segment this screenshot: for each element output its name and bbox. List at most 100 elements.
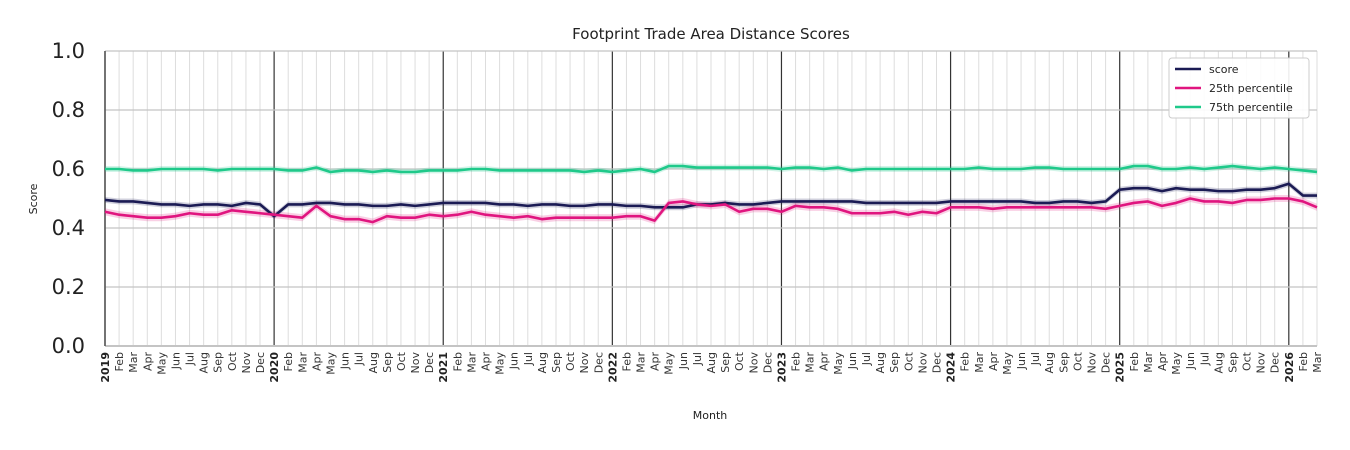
x-tick-month: Sep bbox=[1226, 352, 1239, 373]
x-tick-month: Aug bbox=[367, 352, 380, 373]
x-tick-month: Oct bbox=[226, 351, 239, 371]
x-tick-month: May bbox=[1001, 352, 1014, 375]
x-tick-month: Nov bbox=[747, 352, 760, 374]
x-tick-month: Feb bbox=[959, 352, 972, 371]
x-tick-month: Jun bbox=[1184, 352, 1197, 370]
y-tick-label: 0.2 bbox=[52, 275, 85, 299]
y-tick-labels: 0.0 0.2 0.4 0.6 0.8 1.0 bbox=[52, 39, 85, 358]
y-tick-label: 0.4 bbox=[52, 216, 85, 240]
x-tick-month: Apr bbox=[310, 352, 323, 372]
x-tick-year: 2020 bbox=[268, 352, 281, 383]
x-tick-month: Nov bbox=[240, 352, 253, 374]
x-tick-month: Sep bbox=[1057, 352, 1070, 373]
x-tick-year: 2024 bbox=[945, 352, 958, 383]
x-tick-year: 2025 bbox=[1114, 352, 1127, 383]
x-tick-month: Feb bbox=[113, 352, 126, 371]
x-tick-month: Dec bbox=[761, 352, 774, 373]
y-axis-label: Score bbox=[27, 183, 40, 214]
grid bbox=[104, 50, 1318, 347]
x-tick-month: Dec bbox=[930, 352, 943, 373]
y-tick-label: 0.6 bbox=[52, 157, 85, 181]
x-tick-month: Feb bbox=[1297, 352, 1310, 371]
x-tick-month: Aug bbox=[705, 352, 718, 373]
x-tick-year: 2022 bbox=[606, 352, 619, 383]
x-tick-month: Apr bbox=[987, 352, 1000, 372]
x-tick-month: Mar bbox=[635, 352, 648, 373]
x-tick-month: Mar bbox=[1311, 352, 1324, 373]
legend-label: 25th percentile bbox=[1209, 82, 1293, 95]
x-tick-month: Jun bbox=[677, 352, 690, 370]
x-tick-month: Mar bbox=[465, 352, 478, 373]
x-tick-month: Mar bbox=[973, 352, 986, 373]
x-tick-month: May bbox=[1170, 352, 1183, 375]
x-tick-month: Oct bbox=[733, 351, 746, 371]
series-lines bbox=[104, 164, 1318, 224]
x-tick-month: Jul bbox=[353, 352, 366, 366]
chart-title: Footprint Trade Area Distance Scores bbox=[572, 25, 850, 43]
series-line-75th-percentile bbox=[105, 164, 1318, 174]
x-tick-month: Apr bbox=[1156, 352, 1169, 372]
x-axis-label: Month bbox=[693, 409, 728, 422]
x-tick-month: Dec bbox=[592, 352, 605, 373]
x-tick-month: Mar bbox=[127, 352, 140, 373]
x-tick-month: Jul bbox=[184, 352, 197, 366]
x-tick-year: 2023 bbox=[775, 352, 788, 383]
x-tick-month: Oct bbox=[564, 351, 577, 371]
x-tick-year: 2026 bbox=[1283, 352, 1296, 383]
x-tick-month: Aug bbox=[874, 352, 887, 373]
x-tick-month: Nov bbox=[409, 352, 422, 374]
x-tick-month: Apr bbox=[141, 352, 154, 372]
x-tick-month: Dec bbox=[254, 352, 267, 373]
x-tick-month: Feb bbox=[1128, 352, 1141, 371]
x-tick-month: Dec bbox=[1100, 352, 1113, 373]
x-tick-month: May bbox=[155, 352, 168, 375]
x-tick-month: Oct bbox=[1071, 351, 1084, 371]
x-tick-month: Oct bbox=[395, 351, 408, 371]
x-tick-month: Feb bbox=[620, 352, 633, 371]
x-tick-month: May bbox=[324, 352, 337, 375]
x-tick-month: Aug bbox=[1043, 352, 1056, 373]
x-tick-month: Jun bbox=[339, 352, 352, 370]
legend-label: 75th percentile bbox=[1209, 101, 1293, 114]
x-tick-month: Jun bbox=[508, 352, 521, 370]
x-tick-month: Apr bbox=[480, 352, 493, 372]
legend-box bbox=[1168, 57, 1310, 119]
x-tick-month: Sep bbox=[550, 352, 563, 373]
x-tick-month: Jun bbox=[1015, 352, 1028, 370]
x-tick-year: 2019 bbox=[99, 352, 112, 383]
x-tick-month: Dec bbox=[423, 352, 436, 373]
x-tick-month: Jul bbox=[1029, 352, 1042, 366]
x-tick-month: Jul bbox=[1198, 352, 1211, 366]
x-tick-month: Nov bbox=[916, 352, 929, 374]
x-tick-month: Jul bbox=[691, 352, 704, 366]
x-tick-month: Mar bbox=[296, 352, 309, 373]
series-line-25th-percentile bbox=[104, 197, 1318, 224]
confidence-band-0 bbox=[105, 180, 1317, 220]
x-tick-month: Mar bbox=[1142, 352, 1155, 373]
x-tick-month: Oct bbox=[902, 351, 915, 371]
x-tick-month: Nov bbox=[578, 352, 591, 374]
x-tick-month: Jun bbox=[169, 352, 182, 370]
x-tick-month: Sep bbox=[381, 352, 394, 373]
legend: score 25th percentile 75th percentile bbox=[1168, 57, 1310, 119]
legend-label: score bbox=[1209, 63, 1239, 76]
x-tick-month: Sep bbox=[719, 352, 732, 373]
x-tick-month: May bbox=[832, 352, 845, 375]
series-line-score bbox=[104, 182, 1317, 218]
x-tick-month: Feb bbox=[790, 352, 803, 371]
x-tick-month: Oct bbox=[1241, 351, 1254, 371]
x-tick-month: Aug bbox=[1212, 352, 1225, 373]
x-tick-month: Nov bbox=[1255, 352, 1268, 374]
x-tick-month: May bbox=[494, 352, 507, 375]
x-tick-month: Feb bbox=[282, 352, 295, 371]
x-tick-year: 2021 bbox=[437, 352, 450, 383]
x-tick-month: Sep bbox=[888, 352, 901, 373]
y-tick-label: 1.0 bbox=[52, 39, 85, 63]
x-tick-month: Mar bbox=[804, 352, 817, 373]
x-tick-month: May bbox=[663, 352, 676, 375]
x-tick-month: Jul bbox=[522, 352, 535, 366]
x-tick-month: Nov bbox=[1086, 352, 1099, 374]
x-tick-month: Dec bbox=[1269, 352, 1282, 373]
x-tick-month: Feb bbox=[451, 352, 464, 371]
